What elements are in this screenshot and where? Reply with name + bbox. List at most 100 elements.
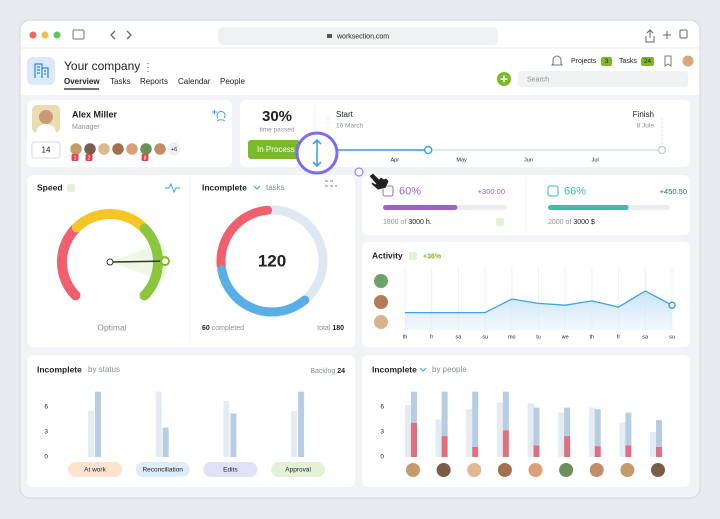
count-box	[31, 141, 61, 159]
gauge	[57, 209, 170, 301]
budget-percent: 66%	[564, 185, 586, 197]
caption: time passed	[259, 127, 294, 134]
logo-icon	[34, 63, 49, 78]
tabs-icon[interactable]	[679, 29, 688, 39]
trend-icon	[496, 218, 504, 226]
user-avatar[interactable]	[682, 55, 694, 67]
tasks-count: 24	[644, 58, 652, 65]
projects-badge	[601, 57, 612, 66]
minimize[interactable]	[41, 31, 49, 39]
bar-segment	[472, 391, 479, 447]
role: Manager	[72, 124, 100, 131]
x-tick-label: mo	[508, 334, 516, 340]
gauge-arc	[71, 209, 149, 233]
avatar	[374, 295, 388, 309]
month: Apr	[391, 157, 400, 163]
status-title: Incomplete	[37, 364, 82, 374]
budget-bar	[383, 205, 458, 210]
completed: 60 completed	[202, 325, 244, 332]
bookmark[interactable]	[664, 55, 672, 67]
badge	[71, 154, 79, 161]
timeline: Apr May Jun Jul	[328, 145, 667, 163]
add-user[interactable]	[212, 109, 226, 122]
sidebar-icon[interactable]	[72, 29, 85, 40]
person	[436, 463, 451, 477]
budget-of: of	[566, 219, 572, 226]
badge-count: 2	[88, 155, 91, 161]
maximize[interactable]	[53, 31, 61, 39]
bar-bg	[588, 407, 596, 457]
url-bar[interactable]	[218, 27, 498, 45]
tab[interactable]: Tasks	[110, 77, 130, 86]
bell[interactable]	[550, 55, 564, 66]
category: Reconciliation	[142, 467, 183, 474]
x-tick-label: th	[403, 334, 408, 340]
progress-dot	[423, 145, 433, 155]
backlog: Backlog 24	[310, 368, 345, 375]
chevron[interactable]	[253, 185, 261, 190]
tasks-label[interactable]: Tasks	[619, 58, 637, 65]
month: May	[456, 157, 467, 163]
person	[406, 463, 420, 477]
bar-segment	[656, 420, 662, 447]
bar-segment	[594, 446, 601, 457]
bar-segment	[502, 430, 509, 457]
status-subtitle: by status	[88, 365, 120, 374]
shirt	[36, 124, 56, 133]
avatar	[124, 141, 140, 157]
bar	[95, 391, 101, 457]
badge-count: 1	[74, 155, 77, 161]
budget-usage: 2000 of 3000 $	[548, 219, 595, 226]
point	[668, 301, 676, 309]
resize-arrow	[312, 138, 322, 168]
needle	[109, 260, 166, 263]
status-chart: 0 3 6 At work Reconciliation Edits Approval	[44, 391, 326, 477]
tab[interactable]: Reports	[140, 77, 168, 86]
avatar	[374, 274, 388, 288]
completed-label: completed	[212, 325, 244, 332]
budget-icon	[547, 185, 559, 197]
pill	[135, 462, 190, 477]
people-chart: 0 3 6	[380, 391, 665, 477]
bar-segment	[625, 445, 632, 457]
search: Search	[527, 76, 549, 83]
x-tick-label: fr	[430, 334, 434, 340]
chevron[interactable]	[419, 367, 427, 372]
total: total 180	[317, 325, 344, 332]
bar	[298, 391, 305, 457]
bar-bg	[619, 422, 627, 457]
hint	[354, 167, 364, 177]
logo[interactable]	[27, 57, 55, 85]
start-label: Start	[336, 110, 354, 119]
count: 14	[42, 146, 51, 155]
search-box[interactable]	[518, 71, 688, 87]
projects-label[interactable]: Projects	[571, 58, 597, 65]
card	[27, 175, 355, 347]
browser-actions[interactable]	[645, 29, 671, 43]
nav-arrows[interactable]	[110, 30, 132, 40]
avatar	[152, 141, 168, 157]
month: Jun	[524, 157, 533, 163]
status-button[interactable]	[248, 140, 300, 159]
budget-icon	[382, 185, 394, 197]
tab[interactable]: Overview	[64, 77, 100, 86]
person	[467, 463, 482, 477]
start-date: 16 March	[336, 123, 363, 130]
face	[39, 110, 53, 124]
lock	[327, 34, 332, 38]
donut-red	[216, 205, 273, 270]
pulse	[165, 182, 180, 194]
avatar	[68, 141, 84, 157]
bar	[291, 410, 298, 457]
trend-icon	[409, 252, 417, 260]
tab[interactable]: People	[220, 77, 245, 86]
hand-cursor	[368, 172, 390, 191]
avatar	[110, 141, 126, 157]
tasks-badge	[641, 57, 654, 66]
speed-title: Speed	[37, 182, 63, 192]
tab[interactable]: Calendar	[178, 77, 211, 86]
person	[528, 463, 543, 477]
x-tick-label: su	[482, 334, 488, 340]
close[interactable]	[29, 31, 37, 39]
budgets: 60% +300:00 1800 of 3000 h. 66% +450.50 2000 …	[382, 185, 687, 226]
